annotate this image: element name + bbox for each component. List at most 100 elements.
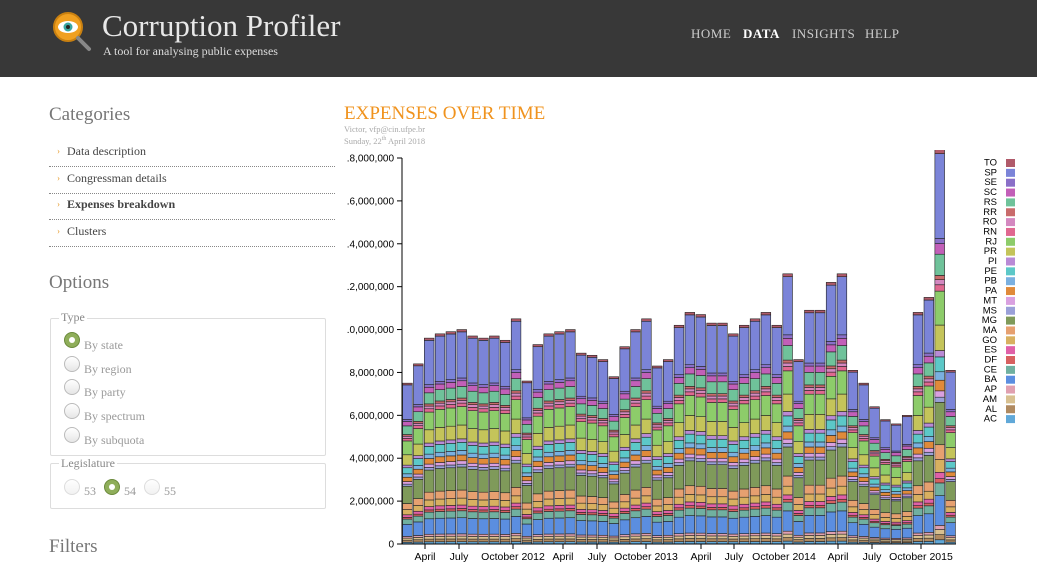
bar-segment-ce xyxy=(934,482,945,496)
bar-segment-rn xyxy=(804,390,815,395)
label-by-subquota[interactable]: By subquota xyxy=(84,433,145,447)
category-expenses-breakdown[interactable]: › Expenses breakdown xyxy=(49,193,335,220)
bar-segment-go xyxy=(434,498,446,507)
radio-legislature-54[interactable] xyxy=(104,479,120,495)
bar-segment-rs xyxy=(652,412,663,424)
bar-segment-pr xyxy=(413,443,424,456)
bar-segment-am xyxy=(565,535,576,540)
nav-home[interactable]: HOME xyxy=(691,26,732,41)
bar-segment-rn xyxy=(456,402,467,407)
label-by-spectrum[interactable]: By spectrum xyxy=(84,409,145,423)
label-by-state[interactable]: By state xyxy=(84,338,123,352)
label-by-party[interactable]: By party xyxy=(84,385,126,399)
radio-by-region[interactable] xyxy=(64,356,80,372)
bar-segment-ap xyxy=(489,533,500,537)
bar-segment-ce xyxy=(923,505,934,515)
bar-segment-al xyxy=(825,537,837,542)
category-clusters[interactable]: › Clusters xyxy=(49,220,335,247)
bar-segment-pb xyxy=(684,442,695,449)
bar-segment-pa xyxy=(869,486,880,492)
bar-segment-pe xyxy=(424,446,435,455)
chevron-right-icon: › xyxy=(57,226,60,236)
label-legislature-55[interactable]: 55 xyxy=(164,484,176,498)
bar-segment-ms xyxy=(945,479,956,482)
label-legislature-54[interactable]: 54 xyxy=(124,484,136,498)
bar-segment-to xyxy=(815,309,826,314)
bar-segment-al xyxy=(934,534,945,541)
bar-segment-es xyxy=(706,503,717,508)
bar-segment-rs xyxy=(717,381,728,394)
bar-segment-mg xyxy=(445,467,457,491)
bar-segment-go xyxy=(424,499,435,507)
chart-legend: TOSPSESCRSRRRORNRJPRPIPEPBPAMTMSMGMAGOES… xyxy=(982,158,1015,425)
bar-segment-pb xyxy=(630,450,641,456)
nav-insights[interactable]: INSIGHTS xyxy=(792,26,856,41)
bar-segment-rj xyxy=(684,395,695,416)
bar-segment-rs xyxy=(793,408,804,419)
radio-legislature-53[interactable] xyxy=(64,479,80,495)
radio-by-subquota[interactable] xyxy=(64,427,80,443)
bar-segment-se xyxy=(847,409,858,413)
bar-segment-rs xyxy=(424,392,435,405)
bar-segment-mt xyxy=(424,463,435,468)
bar-segment-sp xyxy=(489,337,500,384)
bar-segment-rs xyxy=(641,378,652,392)
bar-segment-pb xyxy=(760,442,772,449)
bar-segment-pa xyxy=(489,457,500,464)
bar-segment-sc xyxy=(945,411,956,417)
category-data-description[interactable]: › Data description xyxy=(49,140,335,167)
bar-segment-sc xyxy=(771,377,782,384)
bar-segment-sp xyxy=(554,333,565,380)
nav-help[interactable]: HELP xyxy=(865,26,900,41)
bar-segment-pi xyxy=(532,445,543,450)
bar-segment-pa xyxy=(739,452,750,460)
nav-data[interactable]: DATA xyxy=(743,26,780,41)
bar-segment-rr xyxy=(424,403,435,407)
bar-segment-df xyxy=(760,505,772,509)
bar-segment-mg xyxy=(500,470,511,494)
bar-segment-pi xyxy=(695,431,706,436)
bar-segment-rn xyxy=(445,404,457,409)
bar-segment-rj xyxy=(467,410,478,429)
bar-segment-pb xyxy=(586,461,598,466)
bar-segment-mt xyxy=(619,467,630,471)
bar-segment-pb xyxy=(521,472,533,477)
bar-segment-ma xyxy=(923,481,934,492)
bar-segment-df xyxy=(424,509,435,513)
radio-by-party[interactable] xyxy=(64,379,80,395)
bar-segment-ms xyxy=(858,483,869,487)
bar-segment-pr xyxy=(652,444,663,458)
label-legislature-53[interactable]: 53 xyxy=(84,484,96,498)
bar-segment-df xyxy=(467,509,478,513)
bar-segment-mg xyxy=(945,481,956,501)
legend-label-pa: PA xyxy=(985,286,998,297)
radio-by-spectrum[interactable] xyxy=(64,403,80,419)
bar-segment-am xyxy=(641,535,652,539)
stacked-bar xyxy=(695,314,706,545)
bar-segment-to xyxy=(467,335,478,339)
bar-segment-mt xyxy=(652,474,663,479)
bar-segment-ap xyxy=(728,533,739,537)
magnifier-eye-logo-icon xyxy=(53,12,91,51)
bar-segment-ce xyxy=(836,501,848,512)
bar-segment-rs xyxy=(836,345,848,361)
bar-segment-df xyxy=(554,508,565,512)
bar-segment-mg xyxy=(489,468,500,492)
category-congressman-details[interactable]: › Congressman details xyxy=(49,167,335,194)
bar-segment-am xyxy=(532,536,543,540)
bar-segment-rn xyxy=(869,453,880,457)
radio-legislature-55[interactable] xyxy=(144,479,160,495)
bar-segment-rj xyxy=(521,439,533,454)
bar-segment-pr xyxy=(565,424,576,440)
bar-segment-pa xyxy=(500,459,511,466)
legend-swatch-pr xyxy=(1006,247,1015,256)
bar-segment-sp xyxy=(760,314,772,365)
bar-segment-ba xyxy=(717,516,728,534)
bar-segment-rj xyxy=(456,406,467,426)
label-by-region[interactable]: By region xyxy=(84,362,132,376)
bar-segment-sp xyxy=(663,361,674,402)
bar-segment-es xyxy=(608,513,619,517)
bar-segment-rs xyxy=(706,381,717,394)
bar-segment-rj xyxy=(836,370,848,395)
radio-by-state[interactable] xyxy=(64,332,80,348)
